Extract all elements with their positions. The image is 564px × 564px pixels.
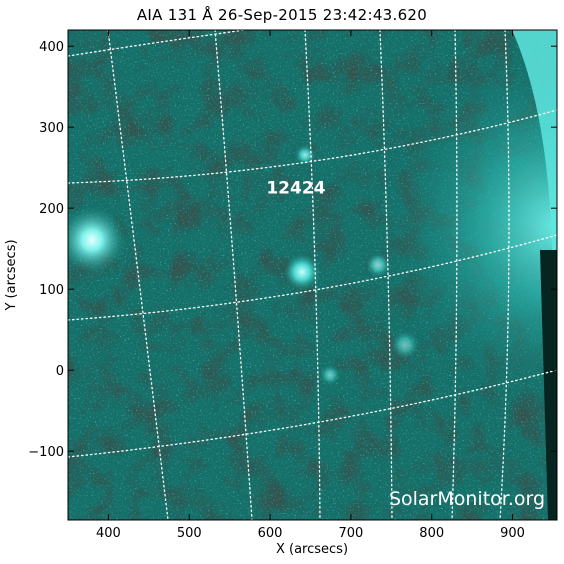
longitude-line: [214, 30, 253, 520]
x-tick-label: 400: [96, 526, 121, 541]
y-tick-label: 300: [39, 121, 64, 136]
y-tick-label: 0: [56, 364, 64, 379]
watermark: SolarMonitor.org: [389, 488, 545, 510]
x-tick-label: 800: [419, 526, 444, 541]
longitude-line: [499, 30, 510, 520]
y-tick-label: −100: [28, 445, 64, 460]
heliographic-grid: [68, 30, 557, 520]
x-axis-label: X (arcsecs): [276, 542, 348, 557]
y-tick-label: 100: [39, 283, 64, 298]
longitude-line: [107, 30, 169, 520]
x-tick-label: 900: [500, 526, 525, 541]
y-axis-ticks: −100 0 100 200 300 400: [28, 40, 557, 460]
longitude-line: [451, 30, 458, 520]
latitude-line: [68, 369, 557, 458]
latitude-line: [68, 109, 557, 184]
y-tick-label: 400: [39, 40, 64, 55]
longitude-line: [379, 30, 393, 520]
solar-image: [68, 30, 557, 520]
x-axis-ticks: 400 500 600 700 800 900: [96, 30, 525, 541]
longitude-line: [304, 30, 321, 520]
plot-frame: [67, 29, 558, 521]
y-tick-label: 200: [39, 202, 64, 217]
x-tick-label: 600: [258, 526, 283, 541]
latitude-line: [68, 234, 557, 321]
x-tick-label: 700: [338, 526, 363, 541]
x-tick-label: 500: [177, 526, 202, 541]
active-region-label: 12424: [266, 179, 325, 199]
plot-title: AIA 131 Å 26-Sep-2015 23:42:43.620: [136, 6, 428, 24]
y-axis-label: Y (arcsecs): [4, 239, 19, 311]
